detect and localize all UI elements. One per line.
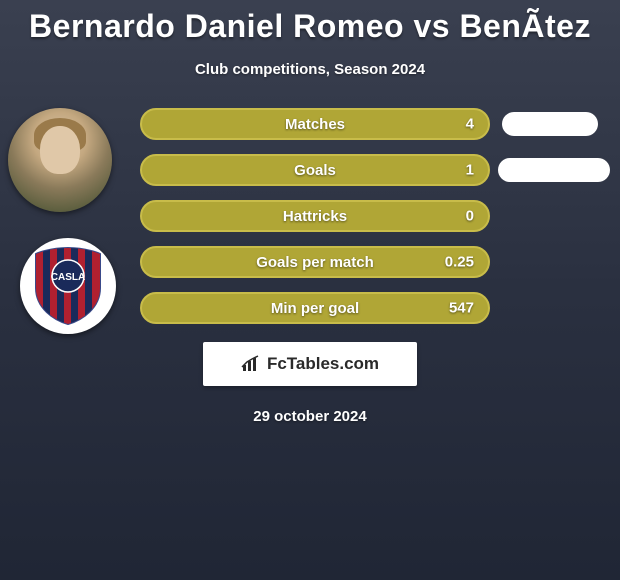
stat-value: 1 xyxy=(466,162,474,179)
stat-label: Goals per match xyxy=(256,254,374,271)
chart-icon xyxy=(241,355,261,373)
content-area: CASLA Matches 4 Goals 1 Hattricks 0 Goals per … xyxy=(0,108,620,324)
stat-value: 4 xyxy=(466,116,474,133)
opponent-value-pill xyxy=(502,112,598,136)
stat-row: Matches 4 xyxy=(140,108,490,140)
stat-value: 0.25 xyxy=(445,254,474,271)
stat-row: Min per goal 547 xyxy=(140,292,490,324)
stat-value: 0 xyxy=(466,208,474,225)
watermark: FcTables.com xyxy=(203,342,417,386)
stat-bar: Matches 4 xyxy=(140,108,490,140)
stat-label: Goals xyxy=(294,162,336,179)
stat-bar: Hattricks 0 xyxy=(140,200,490,232)
svg-text:CASLA: CASLA xyxy=(51,272,85,283)
page-title: Bernardo Daniel Romeo vs BenÃ­tez xyxy=(0,0,620,45)
stat-row: Hattricks 0 xyxy=(140,200,490,232)
club-shield-icon: CASLA xyxy=(32,246,104,326)
stat-label: Matches xyxy=(285,116,345,133)
club-badge: CASLA xyxy=(20,238,116,334)
stats-bars: Matches 4 Goals 1 Hattricks 0 Goals per match 0… xyxy=(140,108,490,324)
date-label: 29 october 2024 xyxy=(0,408,620,425)
watermark-text: FcTables.com xyxy=(267,354,379,374)
avatar-column: CASLA xyxy=(8,108,118,334)
stat-label: Hattricks xyxy=(283,208,347,225)
stat-label: Min per goal xyxy=(271,300,359,317)
player-avatar xyxy=(8,108,112,212)
stat-bar: Min per goal 547 xyxy=(140,292,490,324)
stat-bar: Goals per match 0.25 xyxy=(140,246,490,278)
stat-bar: Goals 1 xyxy=(140,154,490,186)
opponent-value-pill xyxy=(498,158,610,182)
stat-row: Goals 1 xyxy=(140,154,490,186)
stat-row: Goals per match 0.25 xyxy=(140,246,490,278)
stat-value: 547 xyxy=(449,300,474,317)
subtitle: Club competitions, Season 2024 xyxy=(0,61,620,78)
